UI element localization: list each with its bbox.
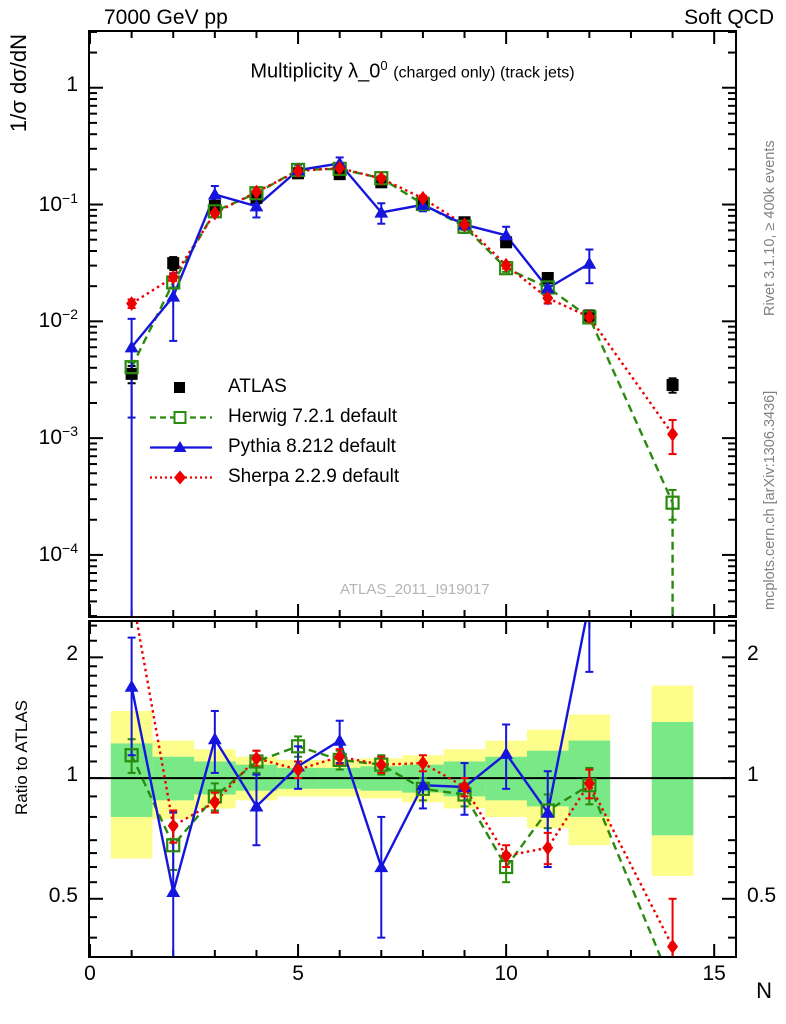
x-tick-label: 10 xyxy=(494,962,518,985)
x-tick-label: 0 xyxy=(84,962,96,985)
data-point-marker xyxy=(500,257,512,273)
data-point-marker xyxy=(207,187,222,200)
y-tick-label-main: 10−2 xyxy=(38,306,78,333)
y-tick-label-main: 1 xyxy=(66,72,78,96)
data-point-marker xyxy=(249,799,264,812)
x-tick-label: 15 xyxy=(702,962,726,985)
data-point-marker xyxy=(499,228,514,241)
data-point-marker xyxy=(667,426,679,442)
data-point-marker xyxy=(374,205,389,218)
legend-item-herwig[interactable]: Herwig 7.2.1 default xyxy=(150,402,399,432)
data-point-marker xyxy=(666,379,679,392)
data-point-marker xyxy=(542,290,554,306)
legend-key-pythia xyxy=(150,437,212,457)
data-point-marker xyxy=(166,885,181,898)
y-tick-label-main: 10−1 xyxy=(38,189,78,216)
legend-item-atlas[interactable]: ATLAS xyxy=(150,372,399,402)
data-point-marker xyxy=(500,848,512,864)
data-point-marker xyxy=(292,163,304,179)
data-point-marker xyxy=(209,205,221,221)
y-tick-label-main: 10−3 xyxy=(38,423,78,450)
data-point-marker xyxy=(290,739,306,754)
data-point-marker xyxy=(167,818,179,834)
legend-key-herwig xyxy=(150,407,212,427)
data-point-marker xyxy=(416,778,430,791)
legend-label-herwig: Herwig 7.2.1 default xyxy=(228,406,397,427)
analysis-category-label: Soft QCD xyxy=(684,6,774,29)
data-point-marker xyxy=(665,495,680,510)
data-point-marker xyxy=(124,679,139,692)
data-point-marker xyxy=(583,309,595,325)
series-line xyxy=(130,622,587,893)
rivet-version-label: Rivet 3.1.10, ≥ 400k events xyxy=(762,140,778,316)
data-point-marker xyxy=(540,281,555,294)
main-plot-canvas xyxy=(90,32,735,616)
y-tick-label-ratio: 2 xyxy=(66,642,78,666)
data-point-marker xyxy=(292,762,304,777)
data-point-marker xyxy=(375,757,387,773)
data-point-marker xyxy=(332,733,347,746)
mcplots-source-label: mcplots.cern.ch [arXiv:1306.3436] xyxy=(762,390,778,610)
y-axis-title-main: 1/σ dσ/dN xyxy=(6,34,31,133)
y-tick-label-ratio-right: 0.5 xyxy=(747,883,777,907)
data-point-marker xyxy=(126,296,138,311)
legend-label-atlas: ATLAS xyxy=(228,376,287,397)
plot-title-main: Multiplicity λ_0 xyxy=(250,60,381,83)
series-line xyxy=(130,162,590,349)
data-point-marker xyxy=(124,748,139,763)
ratio-plot-canvas xyxy=(90,622,735,956)
data-point-marker xyxy=(334,160,346,176)
data-point-marker xyxy=(499,746,514,759)
y-tick-label-ratio: 0.5 xyxy=(48,883,78,907)
analysis-id-watermark: ATLAS_2011_I919017 xyxy=(340,581,490,598)
x-tick-label: 5 xyxy=(292,962,304,985)
legend: ATLAS Herwig 7.2.1 default Pythia 8.212 … xyxy=(150,372,399,492)
y-tick-label-main: 10−4 xyxy=(38,539,78,566)
data-point-marker xyxy=(417,190,429,206)
main-plot-panel xyxy=(88,30,737,618)
data-point-marker xyxy=(167,269,179,285)
data-point-marker xyxy=(374,860,389,873)
y-tick-label-ratio-right: 2 xyxy=(747,642,759,666)
legend-item-sherpa[interactable]: Sherpa 2.2.9 default xyxy=(150,462,399,492)
data-point-marker xyxy=(209,794,221,810)
data-point-marker xyxy=(459,217,471,233)
data-point-marker xyxy=(250,750,262,766)
data-point-marker xyxy=(207,732,222,745)
data-point-marker xyxy=(166,838,181,853)
data-point-marker xyxy=(583,775,595,791)
data-point-marker xyxy=(375,171,387,186)
legend-key-atlas xyxy=(150,377,212,397)
data-point-marker xyxy=(417,755,429,771)
data-point-marker xyxy=(249,199,264,212)
legend-key-sherpa xyxy=(150,467,212,487)
plot-title: Multiplicity λ_00 (charged only) (track … xyxy=(88,58,737,84)
beam-energy-label: 7000 GeV pp xyxy=(104,6,228,29)
legend-label-sherpa: Sherpa 2.2.9 default xyxy=(228,466,400,487)
data-point-marker xyxy=(542,840,554,856)
data-point-marker xyxy=(540,805,555,818)
data-point-marker xyxy=(124,360,139,375)
y-tick-label-ratio: 1 xyxy=(66,763,78,787)
data-point-marker xyxy=(166,289,181,302)
data-point-marker xyxy=(250,184,262,200)
ratio-plot-panel xyxy=(88,620,737,958)
y-tick-label-ratio-right: 1 xyxy=(747,763,759,787)
plot-title-superscript: 0 xyxy=(380,58,388,73)
data-point-marker xyxy=(582,256,597,269)
plot-title-qualifier: (charged only) (track jets) xyxy=(393,64,575,82)
legend-label-pythia: Pythia 8.212 default xyxy=(228,436,396,457)
data-point-marker xyxy=(667,939,679,955)
y-axis-title-ratio: Ratio to ATLAS xyxy=(12,700,31,815)
legend-item-pythia[interactable]: Pythia 8.212 default xyxy=(150,432,399,462)
data-point-marker xyxy=(167,257,180,270)
data-point-marker xyxy=(124,340,139,353)
x-axis-title: N xyxy=(756,978,772,1003)
